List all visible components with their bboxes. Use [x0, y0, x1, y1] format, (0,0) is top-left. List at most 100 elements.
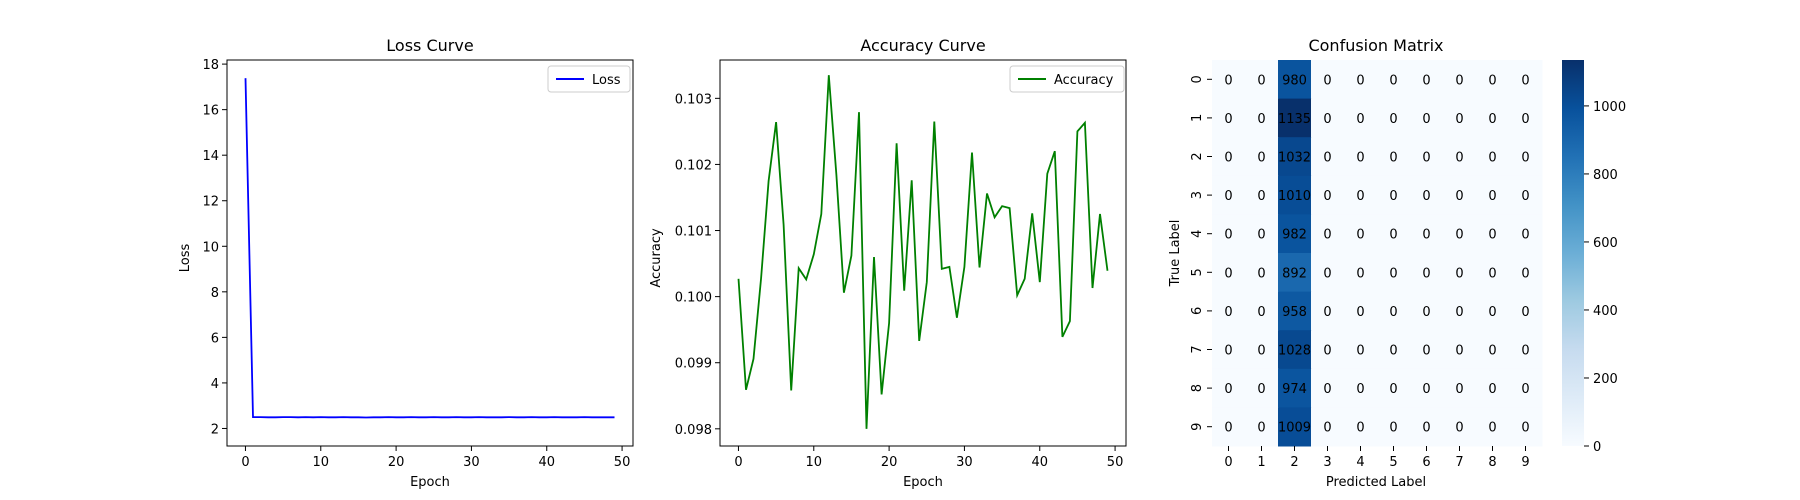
- confusion-matrix-cell: [1410, 214, 1444, 254]
- confusion-matrix-cell-value: 0: [1455, 189, 1463, 204]
- confusion-matrix-cell: [1476, 137, 1510, 177]
- confusion-matrix-cell: [1377, 330, 1411, 370]
- confusion-matrix-cell-value: 0: [1257, 266, 1265, 281]
- confusion-matrix-cell: [1311, 291, 1345, 331]
- accuracy-legend-box: [1009, 65, 1125, 93]
- loss-y-tick-label: 4: [211, 377, 219, 392]
- confusion-matrix-cell-value: 0: [1389, 382, 1397, 397]
- confusion-matrix-cell: [1278, 214, 1312, 254]
- confusion-matrix-cell-value: 0: [1257, 305, 1265, 320]
- confusion-matrix-cell: [1245, 98, 1279, 138]
- confusion-matrix-cell-value: 0: [1455, 112, 1463, 127]
- accuracy-series-line: [737, 75, 1109, 429]
- confusion-matrix-cell-value: 0: [1488, 228, 1496, 243]
- confusion-matrix-cell: [1344, 407, 1378, 447]
- confusion-matrix-cell-value: 0: [1224, 382, 1232, 397]
- confusion-matrix-grid: 0 0 980 0 0 0 0 0 0 00 0 1135 0 0 0 0 0 0 00 0 1032 0 0 0 0 0 0 00 0…: [1190, 60, 1543, 470]
- confusion-matrix-cell-value: 0: [1455, 305, 1463, 320]
- confusion-matrix-cell-value: 0: [1488, 305, 1496, 320]
- confusion-matrix-cell-value: 0: [1455, 228, 1463, 243]
- loss-y-tick-label: 6: [211, 331, 219, 346]
- confusion-matrix-cell: [1509, 98, 1543, 138]
- confusion-matrix-cell-value: 0: [1455, 382, 1463, 397]
- confusion-matrix-cell-value: 958: [1282, 305, 1307, 320]
- confusion-matrix-cell-value: 0: [1323, 421, 1331, 436]
- confusion-matrix-cell: [1212, 407, 1246, 447]
- confusion-matrix-cell: [1212, 98, 1246, 138]
- accuracy-y-tick-label: 0.103: [675, 92, 712, 107]
- loss-y-tick-label: 10: [202, 240, 219, 255]
- confusion-matrix-cell: [1443, 214, 1477, 254]
- confusion-matrix-cell: [1212, 137, 1246, 177]
- confusion-matrix-cell-value: 0: [1389, 305, 1397, 320]
- confusion-matrix-cell-value: 0: [1422, 73, 1430, 88]
- confusion-matrix-cell: [1311, 175, 1345, 215]
- loss-y-axis-label: Loss: [178, 244, 193, 273]
- confusion-matrix-cell-value: 0: [1422, 305, 1430, 320]
- confusion-matrix-x-tick-label: 1: [1257, 455, 1265, 470]
- confusion-matrix-cell: [1311, 137, 1345, 177]
- confusion-matrix-y-tick-label: 7: [1190, 345, 1205, 353]
- accuracy-y-axis-label: Accuracy: [649, 228, 664, 288]
- accuracy-x-axis-label: Epoch: [903, 475, 943, 490]
- loss-y-tick-label: 18: [202, 58, 219, 73]
- confusion-matrix-cell-value: 0: [1224, 151, 1232, 166]
- confusion-matrix-cell: [1311, 407, 1345, 447]
- confusion-matrix-cell: [1509, 253, 1543, 293]
- confusion-matrix-cell-value: 0: [1224, 344, 1232, 359]
- loss-legend-box: [547, 65, 631, 93]
- loss-legend: Loss: [547, 65, 631, 93]
- confusion-matrix-cell-value: 0: [1521, 344, 1529, 359]
- confusion-matrix-cell: [1476, 368, 1510, 408]
- confusion-matrix-cell: [1245, 137, 1279, 177]
- confusion-matrix-cell-value: 0: [1488, 73, 1496, 88]
- loss-plot-area: 0 10 20 30 40 50 2 4 6 8 10 12 14 16 18: [202, 58, 634, 470]
- confusion-matrix-x-tick-label: 0: [1224, 455, 1232, 470]
- confusion-matrix-cell: [1311, 253, 1345, 293]
- confusion-matrix-cell: [1443, 368, 1477, 408]
- accuracy-x-tick-label: 20: [881, 455, 898, 470]
- confusion-matrix-cell-value: 0: [1356, 421, 1364, 436]
- accuracy-y-tick-label: 0.101: [675, 225, 712, 240]
- confusion-matrix-y-tick-label: 6: [1190, 307, 1205, 315]
- confusion-matrix-cell-value: 0: [1422, 266, 1430, 281]
- confusion-matrix-cell-value: 0: [1224, 73, 1232, 88]
- loss-y-tick-label: 12: [202, 195, 219, 210]
- confusion-matrix-cell-value: 0: [1422, 382, 1430, 397]
- confusion-matrix-cell: [1344, 175, 1378, 215]
- confusion-matrix-cell-value: 0: [1224, 228, 1232, 243]
- confusion-matrix-cell-value: 974: [1282, 382, 1307, 397]
- confusion-matrix-cell: [1377, 137, 1411, 177]
- confusion-matrix-cell-value: 0: [1257, 382, 1265, 397]
- confusion-matrix-cell: [1443, 407, 1477, 447]
- loss-legend-label: Loss: [592, 73, 621, 88]
- confusion-matrix-cell: [1476, 291, 1510, 331]
- confusion-matrix-cell: [1509, 60, 1543, 100]
- confusion-matrix-y-tick-label: 2: [1190, 152, 1205, 160]
- confusion-matrix-cell-value: 0: [1389, 189, 1397, 204]
- confusion-matrix-cell: [1212, 60, 1246, 100]
- confusion-matrix-cell: [1278, 98, 1312, 138]
- confusion-matrix-cell-value: 0: [1488, 151, 1496, 166]
- confusion-matrix-cell: [1344, 137, 1378, 177]
- loss-x-axis-label: Epoch: [410, 475, 450, 490]
- accuracy-legend-label: Accuracy: [1054, 73, 1114, 88]
- confusion-matrix-cell: [1509, 214, 1543, 254]
- accuracy-y-tick-label: 0.099: [675, 357, 712, 372]
- confusion-matrix-cell-value: 0: [1257, 73, 1265, 88]
- confusion-matrix-cell-value: 0: [1323, 266, 1331, 281]
- confusion-matrix-x-tick-label: 7: [1455, 455, 1463, 470]
- colorbar-tick-label: 1000: [1593, 100, 1626, 115]
- confusion-matrix-cell-value: 0: [1323, 189, 1331, 204]
- confusion-matrix-cell: [1212, 368, 1246, 408]
- loss-x-tick-label: 40: [538, 455, 555, 470]
- confusion-matrix-cell: [1377, 368, 1411, 408]
- confusion-matrix-cell: [1476, 98, 1510, 138]
- colorbar-ticks: 0 200 400 600 800 1000: [1584, 100, 1626, 455]
- loss-x-tick-label: 50: [614, 455, 631, 470]
- confusion-matrix-cell-value: 0: [1323, 344, 1331, 359]
- accuracy-x-tick-label: 50: [1107, 455, 1124, 470]
- colorbar-tick-label: 0: [1593, 440, 1601, 455]
- confusion-matrix-cell-value: 0: [1521, 228, 1529, 243]
- confusion-matrix-y-tick-label: 1: [1190, 114, 1205, 122]
